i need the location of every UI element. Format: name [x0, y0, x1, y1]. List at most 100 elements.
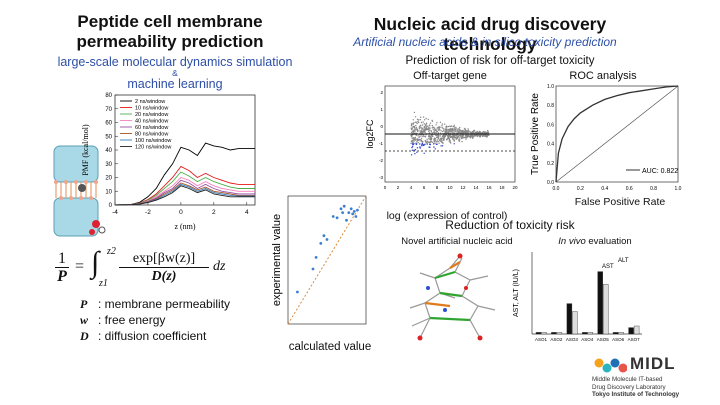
pmf-y-tick-label: 60 [105, 121, 112, 127]
offtarget-x-tick-label: 4 [410, 185, 413, 190]
offtarget-point [473, 135, 476, 137]
offtarget-point [463, 128, 466, 130]
offtarget-point [430, 137, 433, 140]
offtarget-point [443, 130, 445, 132]
offtarget-point [428, 138, 430, 140]
formula-lhs: 1 P [55, 250, 69, 286]
bar-category-label: ASO2 [550, 337, 563, 342]
offtarget-point [450, 128, 453, 131]
roc-x-tick-label: 0.0 [553, 186, 560, 192]
pmf-legend-label: 100 ns/window [135, 138, 171, 144]
left-subtitle-amp: & [172, 68, 178, 78]
offtarget-point [429, 129, 431, 132]
offtarget-point [442, 127, 444, 129]
pmf-legend-label: 120 ns/window [135, 145, 171, 151]
offtarget-point [436, 127, 438, 129]
offtarget-point [433, 130, 435, 132]
offtarget-point [429, 143, 431, 145]
offtarget-point [464, 135, 467, 137]
offtarget-point [426, 126, 428, 128]
offtarget-point [440, 130, 442, 132]
offtarget-point [414, 130, 416, 132]
pmf-legend-label: 40 ns/window [135, 119, 168, 125]
offtarget-point [462, 134, 464, 136]
offtarget-point [461, 140, 463, 143]
scatter-point [345, 218, 348, 222]
formula-lhs-denominator: P [57, 268, 67, 285]
bar-ast [535, 332, 542, 335]
offtarget-point [447, 125, 449, 128]
offtarget-point [453, 126, 456, 128]
offtarget-point [440, 145, 442, 147]
offtarget-point [480, 134, 482, 136]
left-title-line2: permeability prediction [76, 32, 264, 51]
left-subtitle: large-scale molecular dynamics simulatio… [40, 55, 310, 91]
scatter-point [331, 215, 335, 218]
offtarget-point [458, 140, 460, 142]
logo-text: Middle Molecule IT-based Drug Discovery … [592, 376, 714, 399]
offtarget-point [425, 117, 427, 120]
offtarget-point [439, 128, 441, 130]
offtarget-point [414, 136, 417, 139]
offtarget-point [430, 130, 433, 133]
offtarget-point [435, 134, 437, 137]
offtarget-point [423, 126, 425, 128]
offtarget-point [431, 132, 433, 134]
roc-x-ticks: 0.0 0.2 0.4 0.6 0.8 1.0 [553, 186, 682, 192]
offtarget-x-tick-label: 14 [473, 185, 479, 190]
offtarget-point [455, 138, 457, 140]
logo-dot-3 [610, 358, 620, 368]
pmf-chart: 0 10 20 30 40 50 60 70 80 -4 -2 0 2 4 2 ns/window10 … [81, 93, 256, 231]
offtarget-point [414, 128, 416, 130]
bar-alt [602, 284, 609, 335]
offtarget-x-tick-label: 6 [423, 185, 426, 190]
offtarget-point [411, 149, 413, 151]
pmf-x-tick-label: -2 [145, 209, 151, 216]
offtarget-point [458, 137, 461, 139]
offtarget-point [432, 126, 434, 128]
offtarget-point [416, 118, 419, 120]
offtarget-point [424, 141, 427, 143]
bar-alt [587, 332, 594, 335]
offtarget-point [481, 135, 484, 138]
offtarget-point [436, 141, 438, 143]
pmf-x-tick-label: 2 [212, 209, 216, 216]
offtarget-point [421, 141, 423, 143]
offtarget-point [442, 135, 444, 137]
pmf-legend-label: 20 ns/window [135, 112, 168, 118]
offtarget-point [412, 129, 415, 131]
backbone [409, 255, 496, 339]
scatter-point [296, 290, 299, 294]
offtarget-point [433, 140, 435, 142]
invivo-label: In vivo evaluation [558, 236, 632, 247]
offtarget-point [456, 129, 459, 131]
offtarget-point [438, 142, 440, 144]
offtarget-point [476, 135, 479, 137]
offtarget-point [412, 119, 414, 121]
offtarget-point [465, 131, 467, 133]
offtarget-point [440, 138, 443, 141]
offtarget-point [412, 126, 414, 128]
offtarget-point [424, 131, 426, 133]
offtarget-point [422, 121, 424, 123]
pmf-series-line [114, 165, 255, 206]
bar-category-label: ASO4 [581, 337, 594, 342]
offtarget-point [482, 131, 484, 133]
offtarget-point [436, 130, 438, 132]
offtarget-point [414, 138, 416, 140]
offtarget-point [444, 128, 447, 131]
offtarget-point [423, 152, 425, 154]
formula-lhs-numerator: 1 [55, 250, 69, 268]
scatter-point [351, 212, 355, 216]
offtarget-point [447, 137, 449, 139]
bar-category-label: ASO6 [612, 337, 625, 342]
offtarget-point [463, 130, 465, 132]
roc-x-tick-label: 0.8 [650, 186, 657, 192]
pmf-legend-label: 10 ns/window [135, 106, 168, 112]
offtarget-point [415, 142, 417, 144]
offtarget-point [421, 132, 424, 134]
scatter-point [314, 256, 318, 259]
offtarget-point [487, 131, 489, 134]
scatter-point [356, 208, 359, 212]
